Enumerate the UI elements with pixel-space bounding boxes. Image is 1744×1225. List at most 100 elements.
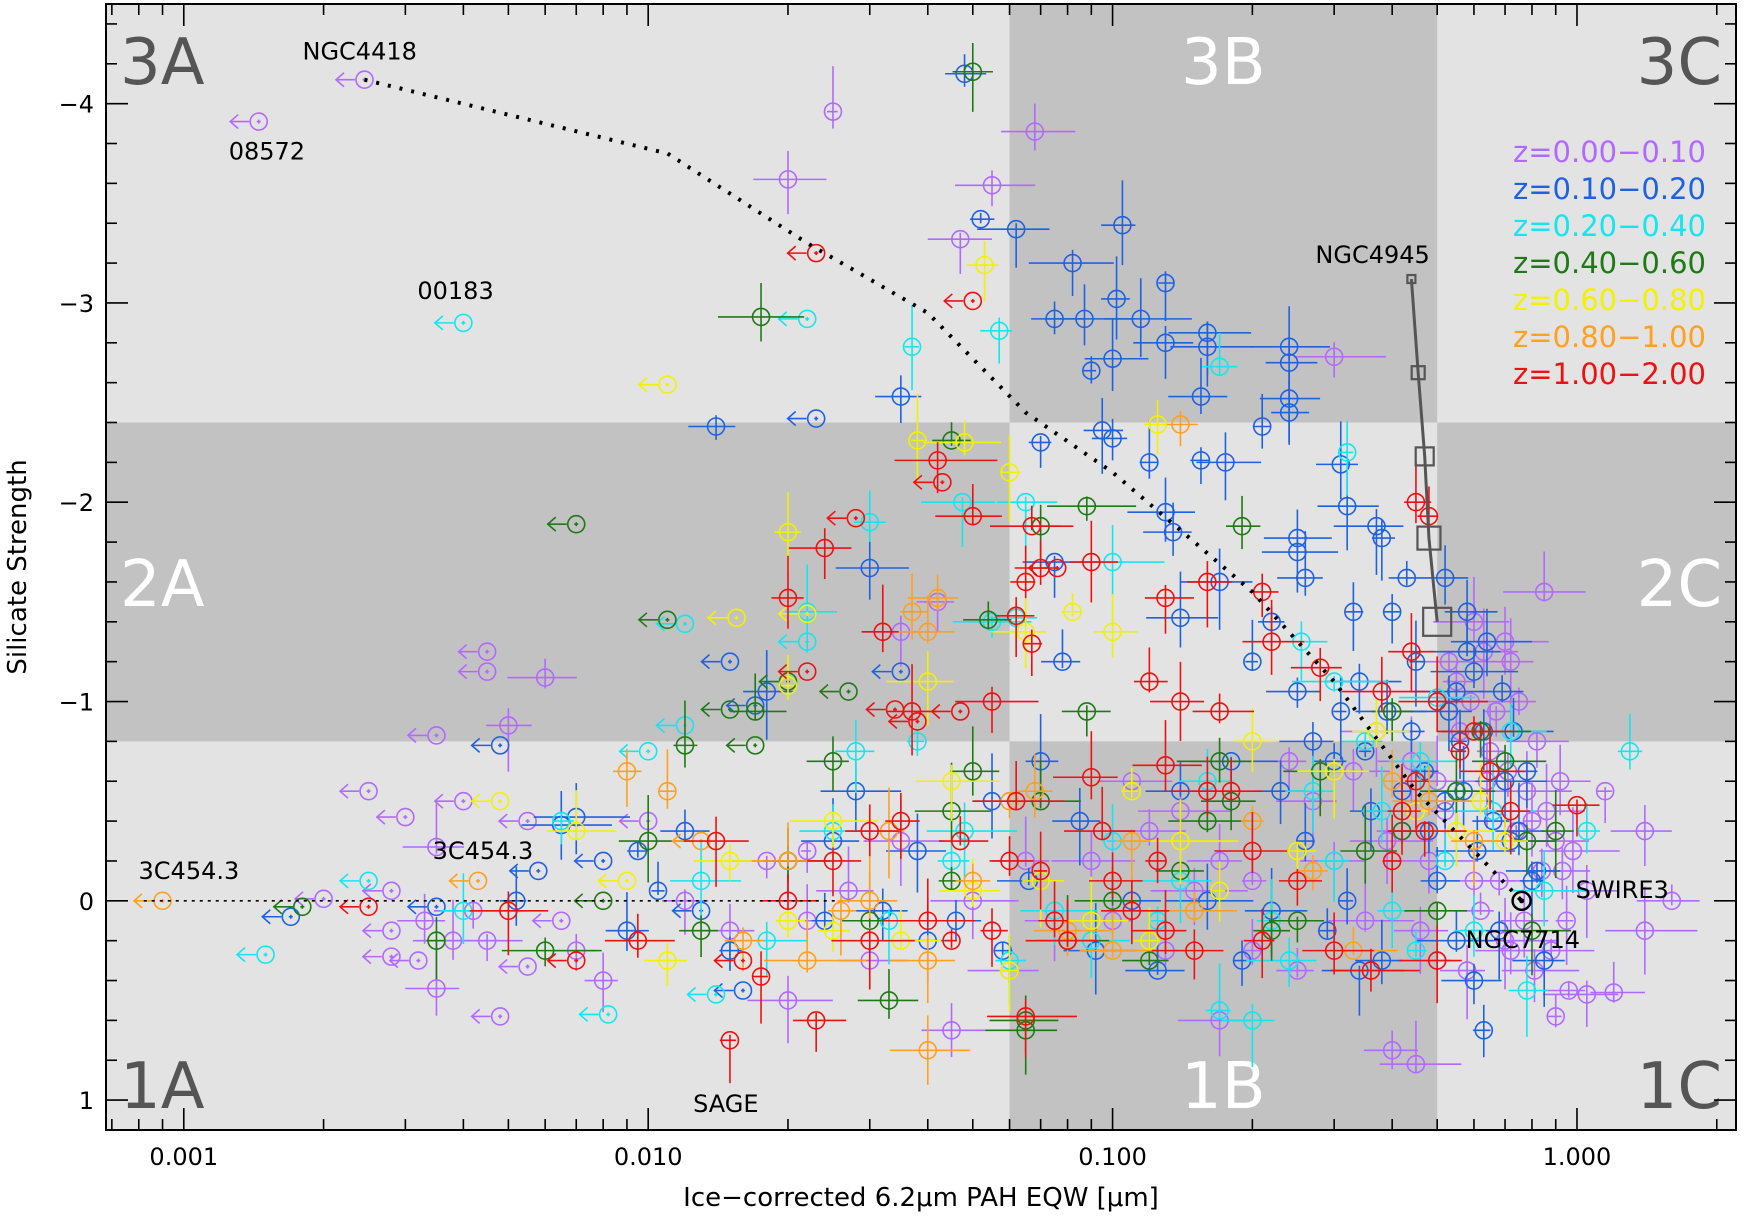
- data-point: [1225, 495, 1261, 550]
- data-point: [1089, 852, 1143, 898]
- upper-limit-point: [943, 291, 983, 311]
- data-point: [885, 792, 920, 859]
- legend-entry: z=0.60−0.80: [1513, 283, 1706, 317]
- x-axis-title: Ice−corrected 6.2μm PAH EQW [μm]: [683, 1183, 1159, 1213]
- data-point: [1433, 576, 1510, 643]
- data-point: [1382, 749, 1402, 798]
- data-point: [900, 573, 929, 640]
- upper-limit-point: [912, 473, 952, 492]
- data-point: [1420, 846, 1460, 894]
- data-point: [1298, 855, 1328, 891]
- region-label-2c: 2C: [1637, 548, 1722, 622]
- data-point: [426, 917, 446, 980]
- data-point: [1082, 356, 1101, 384]
- data-point: [1503, 913, 1572, 976]
- data-point: [999, 934, 1019, 1012]
- data-point: [1451, 829, 1503, 886]
- data-point: [823, 66, 843, 129]
- data-point: [1192, 693, 1255, 724]
- upper-limit-point: [597, 871, 637, 891]
- data-point: [1503, 551, 1586, 602]
- data-point: [1341, 656, 1430, 713]
- data-point: [1103, 278, 1192, 358]
- data-point: [1243, 919, 1262, 965]
- upper-limit-point: [546, 514, 586, 534]
- data-point: [1010, 545, 1036, 599]
- annotation-08572: 08572: [229, 138, 305, 166]
- data-point: [1399, 925, 1462, 1004]
- data-point: [1117, 829, 1151, 889]
- data-point: [857, 969, 919, 1019]
- data-point: [1277, 531, 1323, 596]
- region-label-1b: 1B: [1181, 1050, 1266, 1124]
- data-point: [1205, 758, 1262, 801]
- data-point: [1000, 435, 1021, 522]
- data-point: [1121, 768, 1142, 801]
- data-point: [1514, 938, 1595, 960]
- data-point: [1450, 608, 1533, 677]
- data-point: [1051, 831, 1135, 881]
- data-point: [1132, 890, 1187, 955]
- data-point: [1187, 561, 1233, 628]
- data-point: [854, 490, 886, 542]
- y-tick-label: 0: [79, 888, 94, 916]
- data-point: [658, 749, 677, 809]
- data-point: [1387, 763, 1421, 855]
- upper-limit-point: [1027, 558, 1067, 578]
- y-axis-ticks: −4 −3 −2 −1 0 1: [59, 23, 1736, 1115]
- data-point: [921, 1003, 987, 1058]
- region-row-2: [106, 422, 1736, 742]
- data-point: [1546, 994, 1566, 1028]
- data-point: [1150, 661, 1205, 741]
- data-point: [950, 726, 1000, 796]
- data-point: [1268, 911, 1325, 943]
- series-6: [338, 243, 1600, 1084]
- upper-limit-point: [578, 1005, 618, 1024]
- data-point: [893, 595, 955, 644]
- data-points: [132, 43, 1700, 1085]
- upper-limit-point: [388, 951, 428, 970]
- data-point: [991, 597, 1047, 669]
- swire3-marker: [1511, 890, 1532, 912]
- data-point: [1146, 571, 1219, 648]
- data-point: [1337, 868, 1357, 925]
- data-point: [669, 839, 742, 926]
- data-point: [1249, 573, 1279, 618]
- legend-entry: z=0.40−0.60: [1513, 246, 1706, 280]
- data-point: [679, 915, 718, 958]
- annotation-sage: SAGE: [693, 1090, 758, 1118]
- data-point: [1416, 911, 1494, 952]
- legend-entry: z=0.10−0.20: [1513, 172, 1706, 206]
- data-point: [923, 420, 1002, 456]
- data-point: [551, 811, 574, 845]
- data-point: [1156, 271, 1175, 321]
- plot-frame: [105, 3, 1737, 1131]
- data-point: [995, 597, 1035, 658]
- data-point: [1430, 646, 1519, 689]
- upper-limit-point: [786, 243, 826, 263]
- reference-lines: [143, 77, 1532, 912]
- data-point: [1371, 520, 1395, 581]
- data-point: [753, 150, 827, 215]
- data-point: [683, 816, 749, 887]
- data-point: [1330, 948, 1420, 992]
- data-point: [1145, 837, 1167, 884]
- data-point: [719, 936, 742, 971]
- data-point: [1133, 325, 1194, 379]
- data-point: [1022, 629, 1043, 677]
- data-point: [1352, 698, 1410, 748]
- annotation-3c4543: 3C454.3: [139, 857, 240, 885]
- data-point: [719, 1031, 740, 1084]
- data-point: [764, 918, 867, 973]
- data-point: [793, 1011, 847, 1052]
- data-point: [1291, 672, 1389, 692]
- annotation-ngc7714: NGC7714: [1466, 926, 1580, 954]
- data-point: [1246, 938, 1317, 987]
- data-point: [1176, 737, 1253, 783]
- data-point: [908, 392, 927, 481]
- data-point: [1278, 868, 1322, 906]
- data-point: [1508, 955, 1549, 1037]
- upper-limit-point: [777, 604, 817, 624]
- data-point: [1422, 545, 1469, 605]
- data-point: [627, 841, 649, 861]
